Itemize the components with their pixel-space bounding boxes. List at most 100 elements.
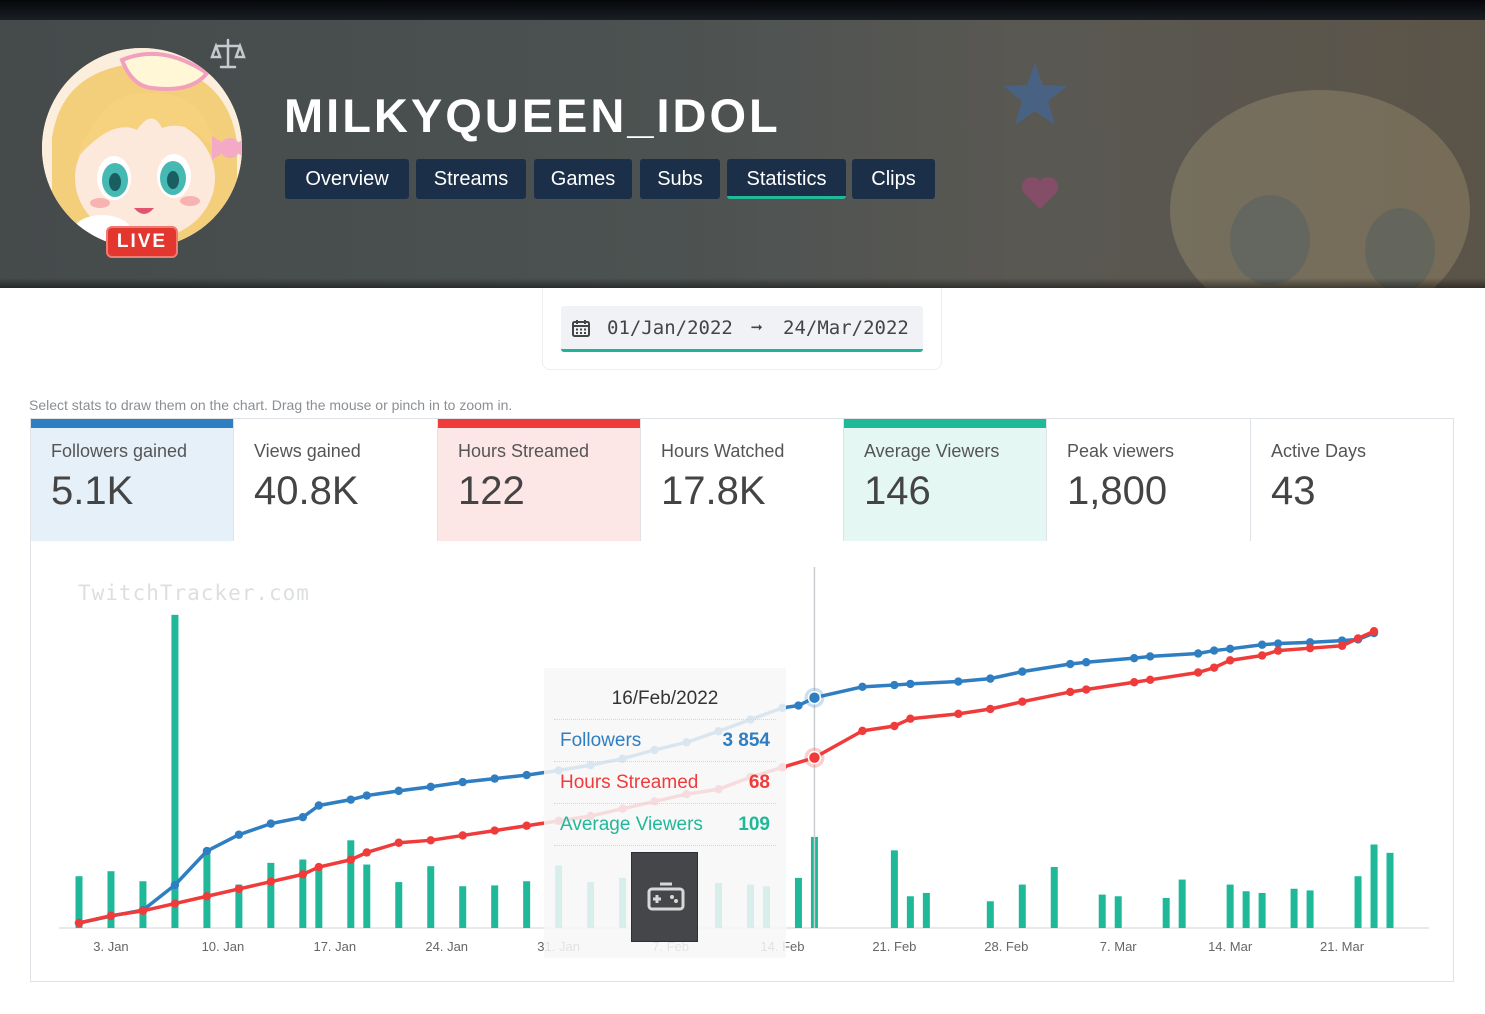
tooltip-value: 109 (738, 814, 770, 835)
x-tick-label: 24. Jan (425, 939, 468, 954)
stat-label: Hours Watched (661, 441, 785, 461)
followers-point (1018, 667, 1027, 676)
hours-point (1353, 634, 1363, 643)
followers-point (346, 795, 355, 804)
followers-point (202, 846, 212, 856)
date-from: 01/Jan/2022 (607, 317, 733, 339)
hours-point (1082, 685, 1091, 694)
tab-statistics[interactable]: Statistics (727, 159, 846, 199)
x-tick-label: 28. Feb (984, 939, 1028, 954)
stat-label: Average Viewers (864, 441, 1000, 461)
stat-indicator (641, 419, 843, 428)
tooltip-row-followers: Followers 3 854 (554, 719, 776, 761)
hours-point (1225, 656, 1235, 665)
followers-point (170, 880, 180, 890)
viewers-bar (347, 840, 355, 928)
stat-views-gained[interactable]: Views gained 40.8K (234, 419, 438, 541)
followers-point (858, 682, 867, 692)
stat-active-days[interactable]: Active Days 43 (1251, 419, 1453, 541)
followers-point (266, 819, 276, 828)
viewers-bar (1162, 897, 1170, 928)
viewers-bar (235, 884, 243, 928)
viewers-bar (171, 614, 179, 928)
hours-point (1273, 646, 1283, 655)
stat-value: 146 (864, 469, 931, 513)
hours-point (1305, 643, 1315, 653)
scale-icon[interactable] (210, 38, 246, 70)
followers-point (1066, 659, 1075, 669)
viewers-bar (794, 877, 802, 928)
heart-icon (1022, 177, 1058, 209)
hours-point (1257, 651, 1267, 660)
stat-cards: Followers gained 5.1K Views gained 40.8K… (30, 418, 1454, 542)
arrow-right-icon: ➞ (751, 317, 763, 339)
x-tick-label: 14. Mar (1208, 939, 1253, 954)
tab-subs[interactable]: Subs (640, 159, 720, 199)
followers-point (1082, 658, 1091, 667)
viewers-bar (363, 864, 371, 928)
hours-point (522, 821, 531, 830)
stat-peak-viewers[interactable]: Peak viewers 1,800 (1047, 419, 1251, 541)
viewers-bar (906, 896, 914, 928)
viewers-bar (203, 848, 211, 928)
channel-avatar[interactable]: LIVE (42, 48, 244, 258)
hours-point (1018, 697, 1027, 706)
date-to: 24/Mar/2022 (783, 317, 909, 339)
tab-clips[interactable]: Clips (852, 159, 935, 199)
date-range-picker[interactable]: 01/Jan/2022 ➞ 24/Mar/2022 (561, 306, 923, 352)
stat-average-viewers[interactable]: Average Viewers 146 (844, 419, 1047, 541)
viewers-bar (1098, 894, 1106, 928)
date-range-panel: 01/Jan/2022 ➞ 24/Mar/2022 (542, 288, 942, 370)
live-badge: LIVE (106, 226, 178, 258)
stat-indicator (31, 419, 233, 428)
game-thumbnail (631, 852, 698, 942)
followers-point (1193, 649, 1203, 658)
stat-indicator (234, 419, 437, 428)
stat-hours-streamed[interactable]: Hours Streamed 122 (438, 419, 641, 541)
viewers-bar (1242, 891, 1250, 928)
followers-point (458, 777, 467, 787)
tooltip-label: Hours Streamed (560, 772, 699, 793)
hours-point (74, 918, 84, 928)
hours-point (266, 877, 276, 886)
stat-value: 43 (1271, 469, 1316, 513)
viewers-bar (1050, 867, 1058, 928)
tab-streams[interactable]: Streams (416, 159, 526, 199)
x-tick-label: 21. Feb (872, 939, 916, 954)
tooltip-label: Average Viewers (560, 814, 703, 835)
hours-point (458, 831, 467, 840)
avatar-image (42, 48, 242, 248)
stat-value: 17.8K (661, 469, 766, 513)
stat-hours-watched[interactable]: Hours Watched 17.8K (641, 419, 844, 541)
stat-indicator (844, 419, 1046, 428)
tab-games[interactable]: Games (534, 159, 632, 199)
tooltip-value: 68 (748, 772, 770, 793)
hours-point (202, 892, 212, 901)
x-tick-label: 7. Mar (1100, 939, 1138, 954)
viewers-bar (1386, 852, 1394, 928)
viewers-bar (922, 892, 930, 928)
x-tick-label: 17. Jan (313, 939, 356, 954)
viewers-bar (491, 885, 499, 928)
stat-value: 40.8K (254, 469, 359, 513)
x-tick-label: 21. Mar (1320, 939, 1365, 954)
hours-point (298, 870, 308, 879)
hours-point (490, 826, 499, 835)
viewers-bar (427, 866, 435, 928)
stat-label: Hours Streamed (458, 441, 590, 461)
viewers-bar (75, 876, 83, 928)
followers-point (1225, 644, 1235, 654)
stat-value: 5.1K (51, 469, 134, 513)
hours-point (954, 709, 963, 719)
followers-point (986, 674, 995, 683)
followers-point (1209, 646, 1219, 655)
tab-overview[interactable]: Overview (285, 159, 409, 199)
followers-point (522, 770, 531, 780)
followers-point (314, 801, 324, 810)
stat-indicator (1047, 419, 1250, 428)
viewers-bar (1354, 876, 1362, 928)
hours-point (170, 899, 180, 908)
followers-point (1305, 638, 1315, 647)
stat-followers-gained[interactable]: Followers gained 5.1K (31, 419, 234, 541)
